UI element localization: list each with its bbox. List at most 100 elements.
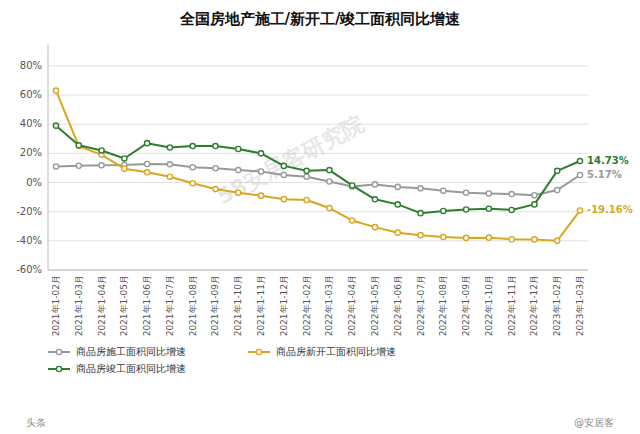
data-point bbox=[53, 123, 58, 128]
data-point bbox=[441, 208, 446, 213]
data-point bbox=[99, 148, 104, 153]
x-tick-label: 2023年1-02月 bbox=[552, 275, 562, 336]
data-point bbox=[53, 164, 58, 169]
data-point bbox=[236, 146, 241, 151]
y-tick-label: 20% bbox=[20, 147, 42, 158]
data-point bbox=[258, 169, 263, 174]
data-point bbox=[418, 233, 423, 238]
x-tick-label: 2021年1-06月 bbox=[142, 275, 152, 336]
x-tick-label: 2021年1-10月 bbox=[233, 275, 243, 336]
series-line bbox=[56, 91, 580, 241]
x-tick-label: 2022年1-12月 bbox=[529, 275, 539, 336]
data-point bbox=[327, 179, 332, 184]
x-tick-label: 2023年1-03月 bbox=[575, 275, 585, 336]
x-tick-label: 2022年1-11月 bbox=[507, 275, 517, 336]
data-point bbox=[327, 168, 332, 173]
data-point bbox=[532, 237, 537, 242]
data-point bbox=[509, 237, 514, 242]
data-point bbox=[509, 207, 514, 212]
data-point bbox=[395, 202, 400, 207]
grid-line bbox=[48, 124, 588, 125]
data-point bbox=[350, 183, 355, 188]
x-tick-label: 2021年1-11月 bbox=[256, 275, 266, 336]
x-tick-label: 2022年1-02月 bbox=[302, 275, 312, 336]
y-tick-label: 0% bbox=[26, 177, 42, 188]
legend-label: 商品房施工面积同比增速 bbox=[76, 346, 186, 357]
x-tick-label: 2021年1-05月 bbox=[119, 275, 129, 336]
data-point bbox=[99, 163, 104, 168]
data-point bbox=[532, 193, 537, 198]
x-tick-label: 2021年1-09月 bbox=[210, 275, 220, 336]
x-tick-label: 2022年1-04月 bbox=[347, 275, 357, 336]
data-point bbox=[395, 184, 400, 189]
x-tick-label: 2021年1-04月 bbox=[97, 275, 107, 336]
annotation: 14.73% bbox=[587, 155, 629, 166]
y-axis-line bbox=[48, 44, 49, 270]
x-tick-label: 2022年1-06月 bbox=[393, 275, 403, 336]
legend-marker bbox=[56, 349, 61, 354]
data-point bbox=[395, 230, 400, 235]
data-point bbox=[213, 143, 218, 148]
data-point bbox=[555, 187, 560, 192]
data-point bbox=[281, 163, 286, 168]
data-point bbox=[372, 197, 377, 202]
data-point bbox=[555, 238, 560, 243]
x-tick-label: 2022年1-03月 bbox=[324, 275, 334, 336]
legend-label: 商品房新开工面积同比增速 bbox=[276, 346, 396, 357]
data-point bbox=[76, 143, 81, 148]
x-tick-label: 2022年1-10月 bbox=[484, 275, 494, 336]
data-point bbox=[167, 145, 172, 150]
x-tick-label: 2022年1-08月 bbox=[438, 275, 448, 336]
grid-line bbox=[48, 270, 588, 271]
y-tick-label: 80% bbox=[20, 60, 42, 71]
x-tick-label: 2021年1-07月 bbox=[165, 275, 175, 336]
legend: 商品房施工面积同比增速 商品房新开工面积同比增速商品房竣工面积同比增速 bbox=[48, 346, 396, 374]
data-point bbox=[236, 190, 241, 195]
data-point bbox=[258, 193, 263, 198]
annotation: -19.16% bbox=[587, 204, 633, 215]
plot-area bbox=[53, 88, 582, 243]
data-point bbox=[441, 234, 446, 239]
data-point bbox=[258, 151, 263, 156]
footer: 头条 bbox=[26, 417, 46, 428]
data-point bbox=[509, 191, 514, 196]
data-point bbox=[577, 172, 582, 177]
title: 全国房地产施工/新开工/竣工面积同比增速 bbox=[179, 10, 462, 28]
y-tick-label: 40% bbox=[20, 118, 42, 129]
data-point bbox=[213, 186, 218, 191]
grid-line bbox=[48, 95, 588, 96]
watermark: 58安居客研究院 bbox=[213, 111, 368, 209]
annotation: 5.17% bbox=[587, 169, 622, 180]
series-line bbox=[56, 126, 580, 213]
grid-line bbox=[48, 182, 588, 183]
data-point bbox=[532, 202, 537, 207]
data-point bbox=[418, 186, 423, 191]
grid-line bbox=[48, 65, 588, 66]
data-point bbox=[486, 191, 491, 196]
data-point bbox=[145, 170, 150, 175]
data-point bbox=[555, 168, 560, 173]
y-tick-label: 60% bbox=[20, 89, 42, 100]
legend-label: 商品房竣工面积同比增速 bbox=[76, 363, 186, 374]
x-tick-label: 2022年1-05月 bbox=[370, 275, 380, 336]
x-tick-label: 2021年1-08月 bbox=[188, 275, 198, 336]
series-line bbox=[56, 164, 580, 195]
data-point bbox=[577, 158, 582, 163]
data-point bbox=[577, 208, 582, 213]
data-point bbox=[281, 172, 286, 177]
data-point bbox=[145, 141, 150, 146]
x-tick-label: 2021年1-03月 bbox=[74, 275, 84, 336]
data-point bbox=[304, 168, 309, 173]
data-point bbox=[190, 181, 195, 186]
data-point bbox=[76, 143, 81, 148]
x-tick-label: 2022年1-07月 bbox=[416, 275, 426, 336]
data-point bbox=[372, 225, 377, 230]
footer: @安居客 bbox=[574, 417, 614, 428]
data-point bbox=[486, 235, 491, 240]
grid-line bbox=[48, 211, 588, 212]
data-point bbox=[304, 197, 309, 202]
data-point bbox=[122, 156, 127, 161]
data-point bbox=[463, 207, 468, 212]
data-point bbox=[486, 206, 491, 211]
data-point bbox=[213, 166, 218, 171]
